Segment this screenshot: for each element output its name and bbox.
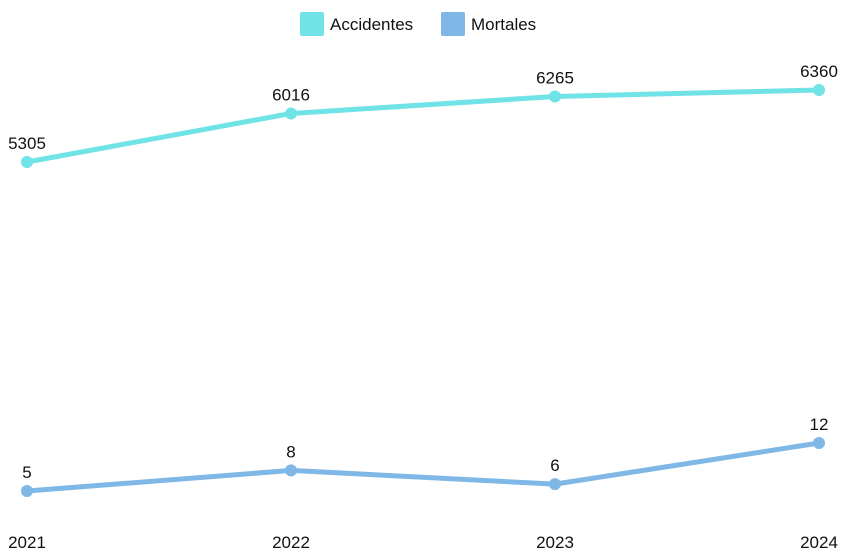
x-tick-label-2024: 2024 xyxy=(800,533,838,552)
data-label-accidentes-2024: 6360 xyxy=(800,62,838,81)
point-mortales-2024[interactable] xyxy=(813,437,825,449)
legend-swatch-accidentes xyxy=(300,12,324,36)
series-line-accidentes xyxy=(24,87,822,165)
x-axis: 2021 2022 2023 2024 xyxy=(8,533,838,552)
point-accidentes-2021[interactable] xyxy=(21,156,33,168)
x-tick-label-2022: 2022 xyxy=(272,533,310,552)
data-label-accidentes-2021: 5305 xyxy=(8,134,46,153)
legend-item-accidentes[interactable]: Accidentes xyxy=(300,12,413,36)
chart-legend: Accidentes Mortales xyxy=(300,12,536,36)
legend-item-mortales[interactable]: Mortales xyxy=(441,12,536,36)
data-label-mortales-2024: 12 xyxy=(810,415,829,434)
data-label-accidentes-2022: 6016 xyxy=(272,85,310,104)
data-label-mortales-2023: 6 xyxy=(550,456,559,475)
point-mortales-2021[interactable] xyxy=(21,485,33,497)
series-layer xyxy=(21,84,825,497)
legend-label-mortales: Mortales xyxy=(471,15,536,34)
legend-label-accidentes: Accidentes xyxy=(330,15,413,34)
data-labels-layer: 5305 6016 6265 6360 5 8 6 12 xyxy=(8,62,838,482)
point-accidentes-2024[interactable] xyxy=(813,84,825,96)
point-mortales-2023[interactable] xyxy=(549,478,561,491)
point-accidentes-2022[interactable] xyxy=(285,107,297,120)
point-accidentes-2023[interactable] xyxy=(549,90,561,103)
data-label-mortales-2021: 5 xyxy=(22,463,31,482)
point-mortales-2022[interactable] xyxy=(285,464,297,477)
legend-swatch-mortales xyxy=(441,12,465,36)
data-label-mortales-2022: 8 xyxy=(286,442,295,461)
x-tick-label-2023: 2023 xyxy=(536,533,574,552)
x-tick-label-2021: 2021 xyxy=(8,533,46,552)
data-label-accidentes-2023: 6265 xyxy=(536,68,574,87)
series-line-mortales xyxy=(24,440,822,494)
